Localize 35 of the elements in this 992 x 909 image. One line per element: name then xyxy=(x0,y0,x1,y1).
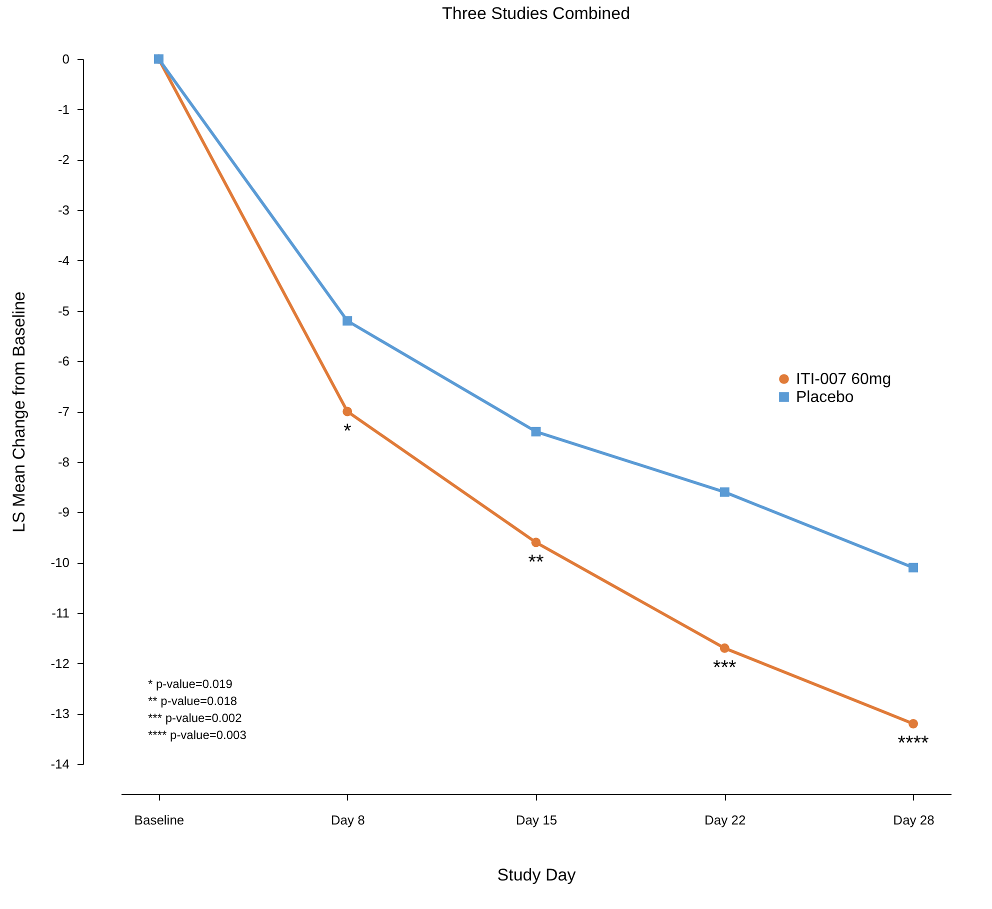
y-tick-label: -13 xyxy=(50,706,70,722)
y-tick-label: -9 xyxy=(58,504,70,520)
y-axis-title: LS Mean Change from Baseline xyxy=(10,292,29,532)
y-tick-label: -2 xyxy=(58,152,70,168)
y-tick-label: -6 xyxy=(58,354,70,369)
legend-label: Placebo xyxy=(796,389,854,406)
x-tick-label: Day 28 xyxy=(893,812,934,828)
y-tick-label: -5 xyxy=(58,303,70,318)
x-tick-label: Day 8 xyxy=(330,812,365,828)
annotation: ** xyxy=(528,551,544,574)
annotation: * p-value=0.019 xyxy=(148,677,233,691)
y-tick-label: -4 xyxy=(58,252,70,268)
point xyxy=(908,562,918,572)
y-tick-label: 0 xyxy=(62,52,70,66)
y-tick-label: -1 xyxy=(58,102,70,117)
x-tick-label: Baseline xyxy=(134,812,184,828)
y-tick-label: -3 xyxy=(58,202,70,218)
y-tick-label: -8 xyxy=(58,454,70,470)
y-tick-label: -7 xyxy=(58,404,70,419)
x-axis-title: Study Day xyxy=(497,866,576,884)
y-tick-label: -12 xyxy=(50,656,70,671)
annotation: *** xyxy=(712,657,737,680)
annotation: * xyxy=(343,420,352,442)
annotation: **** xyxy=(898,732,930,755)
y-tick-label: -10 xyxy=(50,555,70,570)
x-tick-label: Day 22 xyxy=(704,812,746,828)
y-tick-label: -14 xyxy=(50,756,70,772)
annotation: *** p-value=0.002 xyxy=(148,711,242,725)
point xyxy=(908,718,918,728)
legend-label: ITI-007 60mg xyxy=(796,371,892,388)
annotation: ** p-value=0.018 xyxy=(148,694,238,708)
annotation: **** p-value=0.003 xyxy=(148,728,247,742)
x-tick-label: Day 15 xyxy=(516,812,558,828)
chart-title: Three Studies Combined xyxy=(442,4,630,23)
y-tick-label: -11 xyxy=(52,605,70,620)
